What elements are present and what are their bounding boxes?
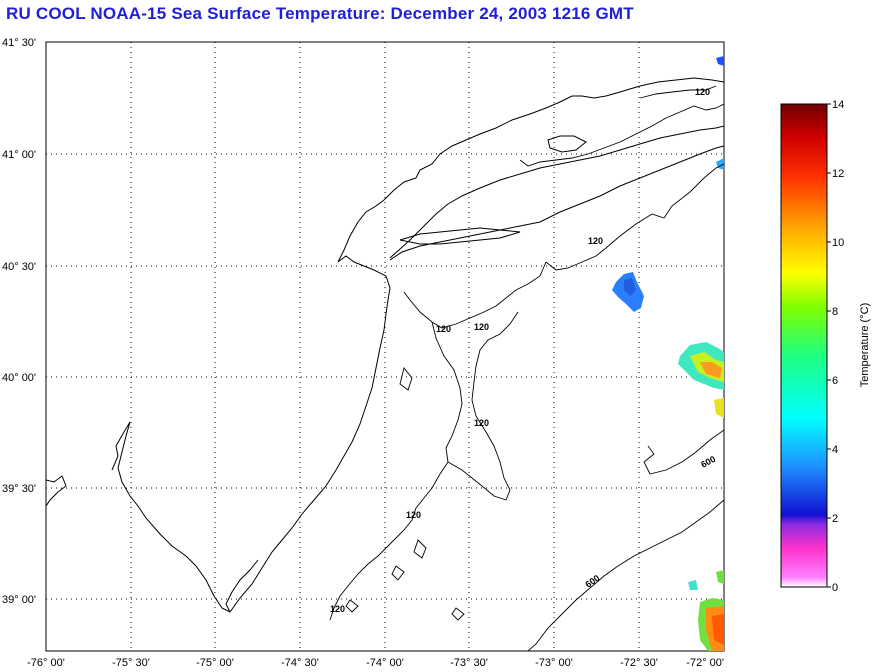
coast-barrier-island <box>399 227 521 245</box>
colorbar-tick-6: 6 <box>832 375 838 387</box>
coast-long-island-north <box>389 125 724 259</box>
lon-label-75-00: -75° 00' <box>196 657 234 669</box>
sst-patch-speck-2 <box>716 570 724 584</box>
sst-patch-yellow-small <box>714 398 724 418</box>
coastlines <box>46 77 724 613</box>
isobath-speck-5 <box>345 599 359 613</box>
lon-label-76-00: -76° 00' <box>27 657 65 669</box>
longitude-labels: -76° 00' -75° 30' -75° 00' -74° 30' -74°… <box>27 657 724 669</box>
colorbar: 14 12 10 8 6 4 2 0 Temperature (°C) <box>780 99 871 594</box>
isobath-speck-2 <box>413 539 427 559</box>
lat-label-40-30: 40° 30' <box>2 261 36 273</box>
lat-label-39-00: 39° 00' <box>2 594 36 606</box>
isobath-label-2: 120 <box>588 236 603 246</box>
isobath-sound <box>519 103 724 167</box>
lat-label-40-00: 40° 00' <box>2 372 36 384</box>
sst-patch-speck <box>688 580 698 590</box>
map-title: RU COOL NOAA-15 Sea Surface Temperature:… <box>6 4 634 23</box>
coast-long-island-south <box>389 145 724 261</box>
coast-new-jersey <box>111 275 391 613</box>
colorbar-tick-0: 0 <box>832 582 838 594</box>
lat-label-39-30: 39° 30' <box>2 483 36 495</box>
isobath-600-south <box>527 499 724 651</box>
sst-data <box>612 56 724 651</box>
isobaths <box>329 85 724 651</box>
isobath-labels: 120 120 120 120 120 120 120 600 600 <box>330 87 717 614</box>
isobath-label-4: 120 <box>474 322 489 332</box>
colorbar-gradient <box>780 103 828 588</box>
colorbar-tick-2: 2 <box>832 513 838 525</box>
coast-island-small <box>547 135 587 153</box>
isobath-label-6: 120 <box>406 510 421 520</box>
sst-patch-blue-core <box>624 278 636 296</box>
colorbar-tick-10: 10 <box>832 237 844 249</box>
lon-label-73-00: -73° 00' <box>535 657 573 669</box>
isobath-120-south <box>329 461 449 621</box>
isobath-speck-1 <box>399 367 413 391</box>
lon-label-72-30: -72° 30' <box>620 657 658 669</box>
isobath-label-7: 120 <box>330 604 345 614</box>
graticule <box>46 42 724 651</box>
plot-frame <box>45 41 725 652</box>
lat-label-41-30: 41° 30' <box>2 37 36 49</box>
isobath-120-north <box>545 163 724 271</box>
lon-label-74-00: -74° 00' <box>366 657 404 669</box>
isobath-600-north <box>643 429 724 475</box>
isobath-speck-3 <box>451 607 465 621</box>
coast-connecticut <box>337 77 724 277</box>
isobath-120-tongue <box>431 311 519 501</box>
lon-label-72-00: -72° 00' <box>686 657 724 669</box>
isobath-label-1: 120 <box>695 87 710 97</box>
isobath-label-3: 120 <box>436 324 451 334</box>
colorbar-tick-12: 12 <box>832 168 844 180</box>
latitude-labels: 41° 30' 41° 00' 40° 30' 40° 00' 39° 30' … <box>2 37 36 606</box>
colorbar-tick-8: 8 <box>832 306 838 318</box>
isobath-label-5: 120 <box>474 418 489 428</box>
coast-west-edge <box>46 475 67 507</box>
colorbar-tick-14: 14 <box>832 99 844 111</box>
coast-cape-may <box>225 559 259 613</box>
sst-patch-orange <box>700 362 722 378</box>
lon-label-73-30: -73° 30' <box>450 657 488 669</box>
colorbar-label: Temperature (°C) <box>859 303 871 387</box>
isobath-speck-4 <box>391 565 405 581</box>
colorbar-tick-4: 4 <box>832 444 838 456</box>
lat-label-41-00: 41° 00' <box>2 149 36 161</box>
isobath-120-top <box>639 85 717 99</box>
sst-patch-bottom-red <box>712 614 724 645</box>
lon-label-75-30: -75° 30' <box>112 657 150 669</box>
lon-label-74-30: -74° 30' <box>281 657 319 669</box>
isobath-120-coastal <box>403 261 547 329</box>
sst-patch-top <box>716 56 724 66</box>
